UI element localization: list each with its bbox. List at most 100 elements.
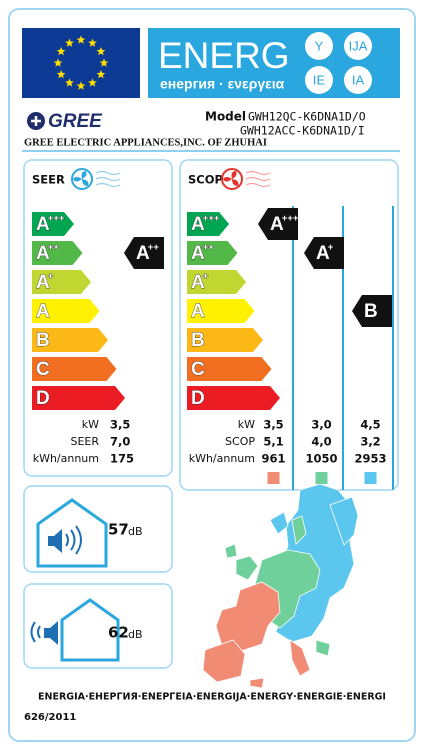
indoor-noise-value: 57 — [108, 521, 129, 539]
class-letter: B — [191, 330, 205, 351]
class-plus: + — [328, 242, 334, 253]
class-arrow — [32, 357, 117, 381]
eu-star — [96, 69, 106, 79]
zone-value: 3,5 — [263, 418, 283, 432]
seer-panel — [23, 159, 173, 477]
class-plus: ++ — [148, 242, 160, 253]
zone-swatch — [267, 472, 280, 484]
class-letter: A — [316, 243, 330, 264]
class-arrow — [32, 299, 100, 323]
class-arrow — [187, 357, 272, 381]
eu-star — [76, 81, 86, 90]
row-label: kW — [238, 418, 255, 431]
scop-panel — [179, 159, 399, 491]
class-arrow — [32, 328, 108, 352]
class-arrow — [32, 241, 83, 265]
indoor-noise-box — [23, 485, 173, 573]
outdoor-noise-unit: dB — [128, 628, 143, 641]
seer-title: SEER — [32, 173, 65, 187]
row-label: SCOP — [225, 435, 255, 448]
class-letter: A — [191, 301, 205, 322]
class-arrow — [32, 386, 125, 410]
suffix-circle — [344, 66, 372, 94]
suffix-circle — [305, 32, 333, 60]
class-arrow — [187, 328, 263, 352]
zone-value: 961 — [261, 452, 285, 466]
class-letter: D — [36, 388, 50, 409]
class-letter: C — [191, 359, 205, 380]
zone-value: 3,0 — [311, 418, 331, 432]
climate-map — [202, 483, 359, 689]
language-suffix: Y — [315, 38, 324, 53]
languages: енергия · ενεργεια — [160, 76, 285, 92]
brand: GREE — [48, 111, 103, 132]
class-letter: A — [191, 243, 205, 264]
class-plus: ++ — [203, 242, 215, 253]
class-letter: A — [36, 301, 50, 322]
gree-logo — [27, 112, 45, 130]
rating-arrow — [304, 237, 344, 269]
row-label: SEER — [70, 435, 99, 448]
indoor-noise-icon — [36, 498, 108, 568]
class-plus: ++ — [48, 242, 60, 253]
eu-star — [53, 58, 63, 67]
scop-title: SCOP — [188, 173, 223, 187]
zone-value: 3,2 — [360, 435, 380, 449]
class-plus: + — [48, 271, 54, 282]
row-label: kWh/annum — [189, 452, 255, 465]
class-letter: A — [191, 272, 205, 293]
class-letter: A — [270, 214, 284, 235]
heating-fan-icon — [221, 168, 271, 190]
eu-star — [88, 38, 97, 47]
class-arrow — [187, 270, 246, 294]
class-arrow — [187, 241, 238, 265]
eu-star — [96, 46, 106, 56]
eu-star — [99, 58, 109, 67]
class-letter: B — [36, 330, 50, 351]
language-suffix: IA — [352, 72, 365, 87]
manufacturer: GREE ELECTRIC APPLIANCES,INC. OF ZHUHAI — [24, 137, 267, 148]
outdoor-noise-box — [23, 583, 173, 669]
class-letter: A — [36, 214, 50, 235]
outdoor-noise-value: 62 — [108, 624, 129, 642]
class-arrow — [187, 212, 229, 236]
class-letter: B — [364, 301, 378, 322]
outdoor-noise-icon — [30, 598, 120, 662]
class-letter: A — [136, 243, 150, 264]
model-outdoor: GWH12QC-K6DNA1D/O — [248, 110, 366, 124]
eu-star — [76, 35, 86, 44]
model-label: Model — [205, 110, 246, 124]
eu-star — [88, 78, 97, 87]
class-letter: A — [36, 243, 50, 264]
eu-stars — [53, 35, 109, 90]
energy-words: ENERGIA·ЕНЕРГИЯ·ΕΝΕΡΓΕΙΑ·ENERGIJA·ENERGY… — [38, 692, 386, 703]
suffix-circle — [305, 66, 333, 94]
class-letter: C — [36, 359, 50, 380]
rating-arrow — [124, 237, 164, 269]
zone-value: 5,1 — [263, 435, 283, 449]
class-arrow — [32, 212, 74, 236]
class-arrow — [187, 299, 255, 323]
suffix-circle — [344, 32, 372, 60]
row-value: 3,5 — [110, 418, 130, 432]
eu-star — [56, 46, 66, 56]
class-arrow — [32, 270, 91, 294]
eu-star — [65, 78, 74, 87]
language-suffix: IE — [313, 72, 326, 87]
row-label: kWh/annum — [33, 452, 99, 465]
zone-swatch — [364, 472, 377, 484]
zone-value: 4,0 — [311, 435, 331, 449]
eu-star — [65, 38, 74, 47]
zone-value: 4,5 — [360, 418, 380, 432]
energ-word: ENERG — [158, 35, 290, 76]
language-suffix: IJA — [349, 38, 368, 53]
rating-arrow — [352, 295, 392, 327]
indoor-noise-unit: dB — [128, 525, 143, 538]
class-plus: +++ — [48, 213, 65, 224]
cooling-fan-icon — [71, 168, 121, 190]
class-plus: +++ — [203, 213, 220, 224]
row-value: 7,0 — [110, 435, 130, 449]
class-plus: +++ — [282, 213, 299, 224]
class-letter: A — [191, 214, 205, 235]
